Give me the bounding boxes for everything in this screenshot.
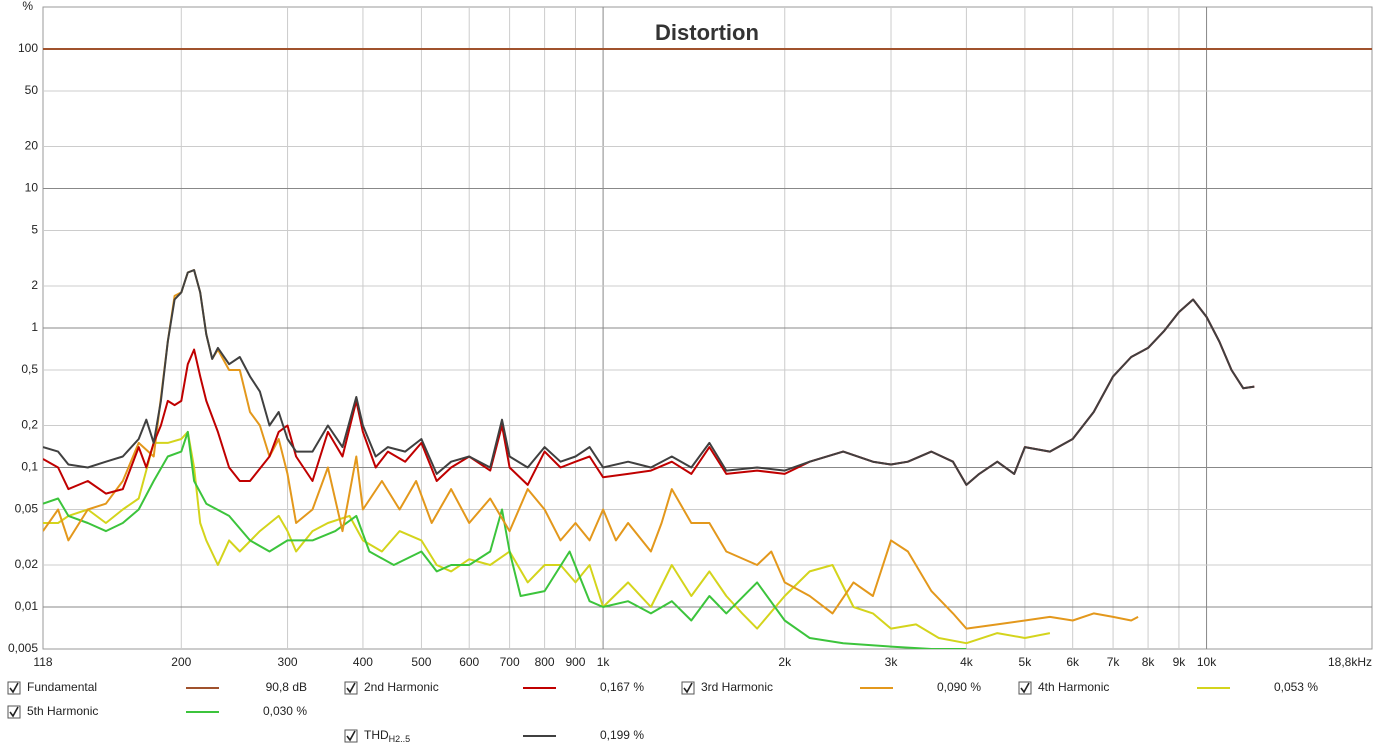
x-tick-label: 700 — [500, 655, 520, 669]
y-tick-label: 0,01 — [15, 599, 39, 613]
x-tick-label: 10k — [1197, 655, 1217, 669]
legend-readout: 0,030 % — [263, 704, 307, 718]
legend-name: 4th Harmonic — [1038, 680, 1109, 694]
x-tick-label: 500 — [411, 655, 431, 669]
x-tick-label: 200 — [171, 655, 191, 669]
legend-name: 5th Harmonic — [27, 704, 98, 718]
legend-name-text: THD — [364, 728, 389, 742]
legend-name-text: 2nd Harmonic — [364, 680, 439, 694]
x-tick-label: 4k — [960, 655, 974, 669]
y-tick-label: 0,05 — [15, 502, 39, 516]
series-line — [43, 430, 967, 649]
legend-item: 4th Harmonic 0,053 % — [1018, 680, 1318, 695]
x-tick-label: 8k — [1142, 655, 1156, 669]
legend-readout: 0,167 % — [600, 680, 644, 694]
checkmark — [9, 706, 19, 718]
legend-readout: 90,8 dB — [266, 680, 307, 694]
y-tick-label: 50 — [25, 83, 39, 97]
x-tick-label: 18,8kHz — [1328, 655, 1372, 669]
y-tick-label: 0,005 — [8, 641, 38, 655]
legend-readout: 0,090 % — [937, 680, 981, 694]
y-tick-label: 2 — [31, 278, 38, 292]
legend-readout: 0,053 % — [1274, 680, 1318, 694]
legend-readout: 0,199 % — [600, 728, 644, 742]
y-tick-label: 0,1 — [21, 460, 38, 474]
x-tick-label: 800 — [535, 655, 555, 669]
x-tick-label: 7k — [1107, 655, 1121, 669]
series-line — [43, 430, 1051, 645]
legend-name: THDH2..5 — [364, 728, 410, 744]
y-tick-label: 10 — [25, 181, 39, 195]
checkmark — [346, 730, 356, 742]
legend-item: 3rd Harmonic 0,090 % — [681, 680, 981, 695]
y-tick-label: 0,2 — [21, 418, 38, 432]
legend-name-text: 3rd Harmonic — [701, 680, 773, 694]
x-tick-label: 6k — [1066, 655, 1080, 669]
x-tick-label: 900 — [565, 655, 585, 669]
y-tick-label: 100 — [18, 41, 38, 55]
legend-name-text: 5th Harmonic — [27, 704, 98, 718]
legend-name-text: Fundamental — [27, 680, 97, 694]
x-tick-label: 300 — [278, 655, 298, 669]
x-tick-label: 118 — [33, 655, 52, 669]
x-tick-label: 600 — [459, 655, 479, 669]
legend-item: Fundamental 90,8 dB — [7, 680, 307, 695]
series-line — [43, 269, 1255, 486]
checkmark — [346, 682, 356, 694]
x-tick-label: 400 — [353, 655, 373, 669]
legend-name: 3rd Harmonic — [701, 680, 773, 694]
x-tick-label: 1k — [597, 655, 611, 669]
legend-item: THDH2..5 0,199 % — [344, 728, 644, 744]
legend-item: 2nd Harmonic 0,167 % — [344, 680, 644, 695]
checkmark — [9, 682, 19, 694]
y-tick-label: 5 — [31, 223, 38, 237]
x-tick-label: 5k — [1019, 655, 1033, 669]
x-tick-label: 9k — [1173, 655, 1187, 669]
legend-name-text: 4th Harmonic — [1038, 680, 1109, 694]
legend-name: 2nd Harmonic — [364, 680, 439, 694]
y-tick-label: 0,5 — [21, 362, 38, 376]
checkmark — [1020, 682, 1030, 694]
legend-name: Fundamental — [27, 680, 97, 694]
x-tick-label: 3k — [885, 655, 899, 669]
legend-item: 5th Harmonic 0,030 % — [7, 704, 307, 719]
chart-title: Distortion — [655, 20, 759, 45]
checkmark — [683, 682, 693, 694]
legend-name-sub: H2..5 — [389, 734, 411, 744]
y-tick-label: 0,02 — [15, 557, 39, 571]
x-tick-label: 2k — [778, 655, 792, 669]
y-unit: % — [22, 0, 33, 13]
y-tick-label: 1 — [31, 320, 38, 334]
y-tick-label: 20 — [25, 139, 39, 153]
